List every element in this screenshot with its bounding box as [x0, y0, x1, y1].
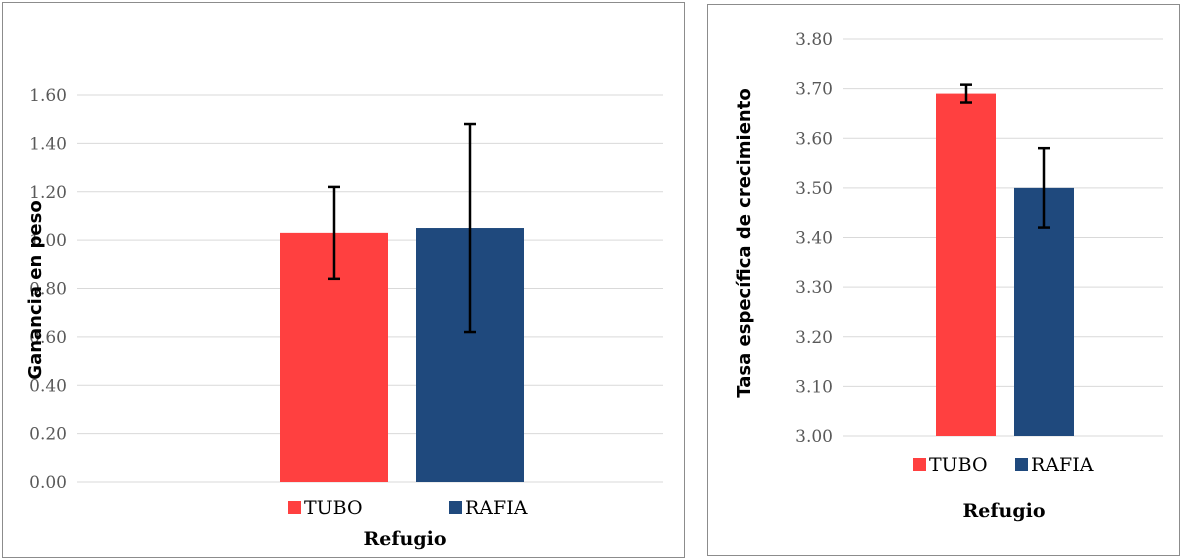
x-axis-label: Refugio [363, 528, 446, 550]
y-tick-label: 0.60 [29, 328, 67, 348]
y-tick-label: 3.40 [795, 229, 833, 249]
legend-label: RAFIA [465, 497, 528, 519]
y-tick-label: 0.40 [29, 376, 67, 396]
chart-ganancia: 0.00 0.20 0.40 0.60 0.80 1.00 1.20 1.40 1.60 TUB… [25, 86, 663, 550]
y-axis-label: Ganancia en peso [25, 200, 46, 379]
y-axis-label: Tasa específica de crecimiento [734, 88, 755, 397]
chart-ganancia-panel: 0.00 0.20 0.40 0.60 0.80 1.00 1.20 1.40 1.60 TUB… [2, 2, 685, 558]
legend-swatch-tubo [288, 501, 301, 514]
y-tick-label: 1.20 [29, 183, 67, 203]
legend-swatch-tubo [913, 458, 926, 471]
y-tick-label: 3.70 [795, 80, 833, 100]
y-tick-label: 3.60 [795, 129, 833, 149]
y-tick-label: 1.00 [29, 231, 67, 251]
y-tick-label: 1.40 [29, 134, 67, 154]
y-tick-label: 3.30 [795, 278, 833, 298]
y-tick-label: 0.20 [29, 425, 67, 445]
bar-rafia [1014, 187, 1074, 436]
bar-tubo [936, 93, 996, 437]
x-axis-label: Refugio [962, 500, 1045, 522]
y-tick-label: 3.80 [795, 30, 833, 50]
legend-label: TUBO [929, 454, 988, 476]
y-tick-label: 0.80 [29, 280, 67, 300]
y-tick-label: 3.00 [795, 427, 833, 447]
y-tick-label: 0.00 [29, 473, 67, 493]
legend-label: TUBO [304, 497, 363, 519]
y-tick-label: 3.50 [795, 179, 833, 199]
legend-label: RAFIA [1031, 454, 1094, 476]
chart-tasa-panel: 3.00 3.10 3.20 3.30 3.40 3.50 3.60 3.70 3.80 TUB… [707, 4, 1180, 556]
legend-swatch-rafia [449, 501, 462, 514]
chart-tasa: 3.00 3.10 3.20 3.30 3.40 3.50 3.60 3.70 3.80 TUB… [734, 30, 1163, 522]
legend-swatch-rafia [1015, 458, 1028, 471]
y-tick-label: 1.60 [29, 86, 67, 106]
y-tick-label: 3.10 [795, 377, 833, 397]
y-tick-label: 3.20 [795, 328, 833, 348]
